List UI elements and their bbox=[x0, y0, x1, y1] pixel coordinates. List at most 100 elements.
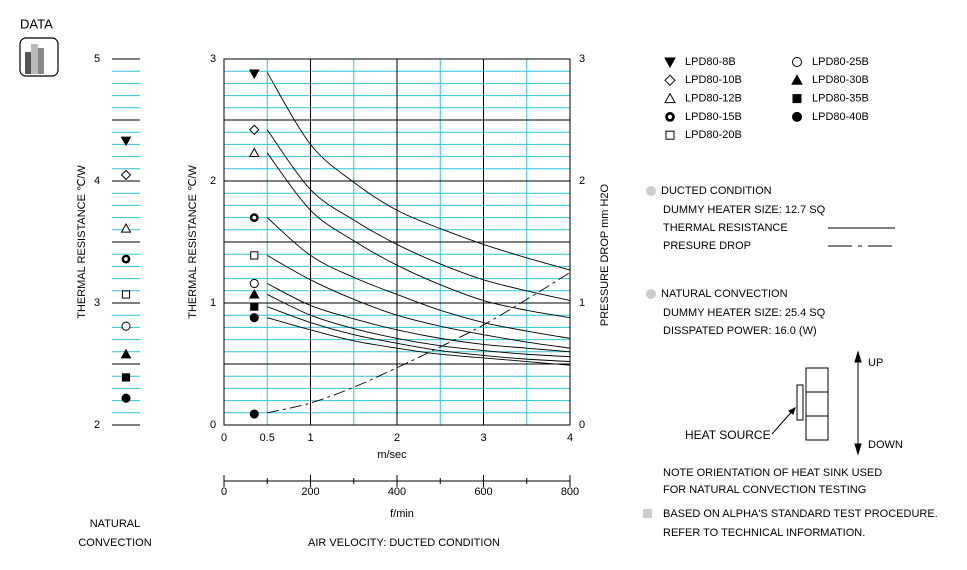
y-tick-label: 2 bbox=[210, 175, 216, 187]
y-tick-label: 4 bbox=[94, 175, 100, 187]
y-tick-label: 2 bbox=[94, 419, 100, 431]
bullet bbox=[643, 509, 652, 518]
resistance-curve bbox=[267, 283, 571, 353]
legend-label: LPD80-8B bbox=[685, 56, 736, 68]
note: BASED ON ALPHA'S STANDARD TEST PROCEDURE… bbox=[663, 508, 938, 520]
marker bbox=[250, 251, 259, 260]
marker bbox=[792, 111, 802, 122]
x2-tick-label: 200 bbox=[301, 486, 319, 498]
heat-sink-diagram bbox=[771, 350, 862, 456]
y-tick-label: 3 bbox=[94, 297, 100, 309]
note: UP bbox=[868, 357, 883, 369]
resistance-curve bbox=[266, 217, 571, 339]
marker bbox=[249, 124, 260, 135]
note: NOTE ORIENTATION OF HEAT SINK USED bbox=[663, 467, 882, 479]
bullet bbox=[646, 186, 656, 196]
legend-label: LPD80-35B bbox=[812, 93, 869, 105]
note: DUMMY HEATER SIZE: 12.7 SQ bbox=[663, 204, 826, 216]
y-axis-label: THERMAL RESISTANCE ℃/W bbox=[76, 165, 88, 319]
bullet bbox=[646, 289, 656, 299]
x2-tick-label: 400 bbox=[388, 486, 406, 498]
legend-label: LPD80-20B bbox=[685, 129, 742, 141]
marker bbox=[665, 130, 675, 140]
resistance-curve bbox=[267, 306, 571, 363]
caption: CONVECTION bbox=[78, 537, 151, 549]
x-tick-label: 0.5 bbox=[260, 432, 275, 444]
x-tick-label: 2 bbox=[394, 432, 400, 444]
marker bbox=[248, 147, 260, 158]
note: THERMAL RESISTANCE bbox=[663, 222, 788, 234]
x2-axis-label: f/min bbox=[390, 508, 414, 520]
plot-frame bbox=[223, 58, 571, 426]
y2-tick-label: 0 bbox=[579, 419, 585, 431]
marker bbox=[250, 302, 259, 311]
note: FOR NATURAL CONVECTION TESTING bbox=[663, 484, 866, 496]
page-title: DATA bbox=[20, 16, 53, 31]
y2-axis-label: PRESSURE DROP mm H2O bbox=[599, 183, 611, 326]
y-tick-label: 1 bbox=[210, 297, 216, 309]
marker bbox=[120, 223, 132, 233]
resistance-curve bbox=[267, 317, 571, 366]
y2-tick-label: 3 bbox=[579, 53, 585, 65]
marker bbox=[249, 409, 259, 419]
x-axis-label: m/sec bbox=[377, 449, 407, 461]
x-tick-label: 4 bbox=[567, 432, 573, 444]
legend-label: LPD80-10B bbox=[685, 74, 742, 86]
x-tick-label: 3 bbox=[480, 432, 486, 444]
marker bbox=[248, 69, 260, 80]
legend-label: LPD80-40B bbox=[812, 111, 869, 123]
resistance-curve bbox=[267, 294, 571, 358]
data-icon bbox=[19, 37, 59, 77]
y2-tick-label: 1 bbox=[579, 297, 585, 309]
marker bbox=[664, 74, 676, 87]
caption: NATURAL bbox=[90, 518, 141, 530]
marker bbox=[121, 373, 131, 382]
note: HEAT SOURCE bbox=[685, 428, 771, 442]
x2-tick-label: 0 bbox=[221, 486, 227, 498]
caption: AIR VELOCITY: DUCTED CONDITION bbox=[308, 537, 500, 549]
resistance-curve bbox=[266, 72, 571, 271]
marker bbox=[249, 278, 259, 289]
pressure-curve bbox=[267, 272, 571, 414]
marker bbox=[121, 290, 131, 299]
resistance-curve bbox=[266, 129, 571, 301]
marker bbox=[248, 288, 260, 299]
marker bbox=[249, 213, 259, 222]
marker bbox=[792, 57, 802, 67]
marker bbox=[121, 321, 131, 331]
y-tick-label: 5 bbox=[94, 53, 100, 65]
marker bbox=[121, 254, 131, 264]
y-tick-label: 0 bbox=[210, 419, 216, 431]
legend-label: LPD80-30B bbox=[812, 74, 869, 86]
marker bbox=[249, 313, 259, 323]
marker bbox=[664, 92, 676, 104]
x-tick-label: 0 bbox=[221, 432, 227, 444]
marker bbox=[121, 393, 131, 403]
note: DUCTED CONDITION bbox=[661, 185, 772, 197]
x2-tick-label: 800 bbox=[561, 486, 579, 498]
marker bbox=[792, 94, 802, 104]
resistance-curve bbox=[266, 152, 571, 319]
resistance-curve bbox=[267, 255, 571, 349]
marker bbox=[120, 348, 132, 359]
y2-tick-label: 2 bbox=[579, 175, 585, 187]
marker bbox=[120, 169, 132, 181]
marker bbox=[791, 74, 803, 85]
legend-label: LPD80-15B bbox=[685, 111, 742, 123]
y-tick-label: 3 bbox=[210, 53, 216, 65]
note: DOWN bbox=[868, 439, 903, 451]
marker bbox=[120, 136, 132, 147]
y-axis-label: THERMAL RESISTANCE ℃/W bbox=[187, 165, 199, 319]
note: NATURAL CONVECTION bbox=[661, 288, 788, 300]
legend-label: LPD80-12B bbox=[685, 93, 742, 105]
legend-label: PRESURE DROP bbox=[663, 240, 751, 252]
note: DISSPATED POWER: 16.0 (W) bbox=[663, 325, 817, 337]
x2-tick-label: 600 bbox=[474, 486, 492, 498]
marker bbox=[665, 112, 675, 122]
x-tick-label: 1 bbox=[307, 432, 313, 444]
marker bbox=[664, 57, 676, 69]
legend-label: LPD80-25B bbox=[812, 56, 869, 68]
note: REFER TO TECHNICAL INFORMATION. bbox=[663, 527, 865, 539]
note: DUMMY HEATER SIZE: 25.4 SQ bbox=[663, 307, 826, 319]
